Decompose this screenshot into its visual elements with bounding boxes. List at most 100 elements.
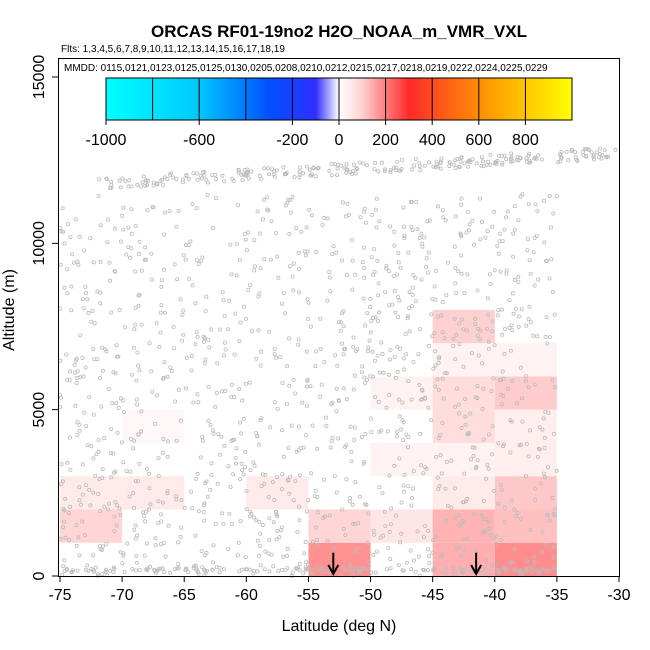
sample-point: [178, 297, 183, 302]
sample-point: [399, 531, 404, 536]
sample-point: [351, 162, 356, 167]
sample-point: [369, 416, 374, 421]
sample-point: [358, 215, 363, 220]
sample-point: [498, 377, 503, 382]
sample-point: [109, 179, 114, 184]
sample-point: [81, 374, 86, 379]
sample-point: [405, 316, 410, 321]
sample-point: [267, 516, 272, 521]
sample-point: [387, 392, 392, 397]
sample-point: [518, 516, 523, 521]
sample-point: [426, 547, 431, 552]
sample-point: [380, 351, 385, 356]
sample-point: [113, 269, 118, 274]
sample-point: [201, 567, 206, 572]
sample-point: [391, 165, 396, 170]
sample-point: [262, 166, 267, 171]
sample-point: [400, 400, 405, 405]
sample-point: [283, 203, 288, 208]
sample-point: [487, 272, 492, 277]
sample-point: [339, 507, 344, 512]
sample-point: [91, 456, 96, 461]
sample-point: [210, 428, 215, 433]
sample-point: [492, 209, 497, 214]
sample-point: [280, 472, 285, 477]
sample-point: [362, 275, 367, 280]
sample-point: [163, 554, 168, 559]
sample-point: [303, 253, 308, 258]
sample-point: [117, 178, 122, 183]
sample-point: [372, 532, 377, 537]
sample-point: [77, 428, 82, 433]
sample-point: [106, 386, 111, 391]
sample-point: [331, 244, 336, 249]
sample-point: [242, 465, 247, 470]
sample-point: [120, 176, 125, 181]
sample-point: [387, 473, 392, 478]
sample-point: [366, 566, 371, 571]
sample-point: [526, 153, 531, 158]
sample-point: [80, 519, 85, 524]
sample-point: [552, 385, 557, 390]
sample-point: [510, 328, 515, 333]
sample-point: [130, 567, 135, 572]
sample-point: [119, 440, 124, 445]
sample-point: [203, 480, 208, 485]
sample-point: [168, 570, 173, 575]
sample-point: [535, 334, 540, 339]
sample-point: [158, 512, 163, 517]
sample-point: [285, 364, 290, 369]
sample-point: [543, 409, 548, 414]
sample-point: [195, 392, 200, 397]
sample-point: [134, 378, 139, 383]
sample-point: [279, 301, 284, 306]
sample-point: [191, 171, 196, 176]
sample-point: [459, 196, 464, 201]
sample-point: [401, 356, 406, 361]
sample-point: [100, 345, 105, 350]
sample-point: [466, 432, 471, 437]
sample-point: [247, 514, 252, 519]
sample-point: [266, 166, 271, 171]
sample-point: [492, 268, 497, 273]
sample-point: [266, 551, 271, 556]
sample-point: [444, 570, 449, 575]
sample-point: [314, 349, 319, 354]
sample-point: [268, 257, 273, 262]
sample-point: [201, 339, 206, 344]
sample-point: [294, 226, 299, 231]
sample-point: [221, 353, 226, 358]
sample-point: [392, 243, 397, 248]
sample-point: [174, 497, 179, 502]
sample-point: [131, 446, 136, 451]
sample-point: [376, 400, 381, 405]
sample-point: [341, 386, 346, 391]
sample-point: [203, 308, 208, 313]
sample-point: [357, 570, 362, 575]
colorbar-tick-label: 600: [465, 132, 492, 149]
sample-point: [223, 347, 228, 352]
sample-point: [165, 374, 170, 379]
sample-point: [461, 364, 466, 369]
sample-point: [462, 567, 467, 572]
sample-point: [438, 554, 443, 559]
sample-point: [82, 410, 87, 415]
sample-point: [249, 329, 254, 334]
sample-point: [59, 462, 64, 467]
sample-point: [465, 272, 470, 277]
sample-point: [331, 546, 336, 551]
sample-point: [334, 250, 339, 255]
heatmap-cell-13: [432, 442, 495, 477]
sample-point: [184, 355, 189, 360]
sample-point: [349, 459, 354, 464]
sample-point: [554, 194, 559, 199]
sample-point: [262, 567, 267, 572]
sample-point: [270, 167, 275, 172]
sample-point: [223, 388, 228, 393]
y-axis: 0 5000 10000 15000: [31, 55, 58, 580]
sample-point: [254, 356, 259, 361]
sample-point: [207, 345, 212, 350]
sample-point: [498, 538, 503, 543]
sample-point: [314, 538, 319, 543]
sample-point: [297, 172, 302, 177]
